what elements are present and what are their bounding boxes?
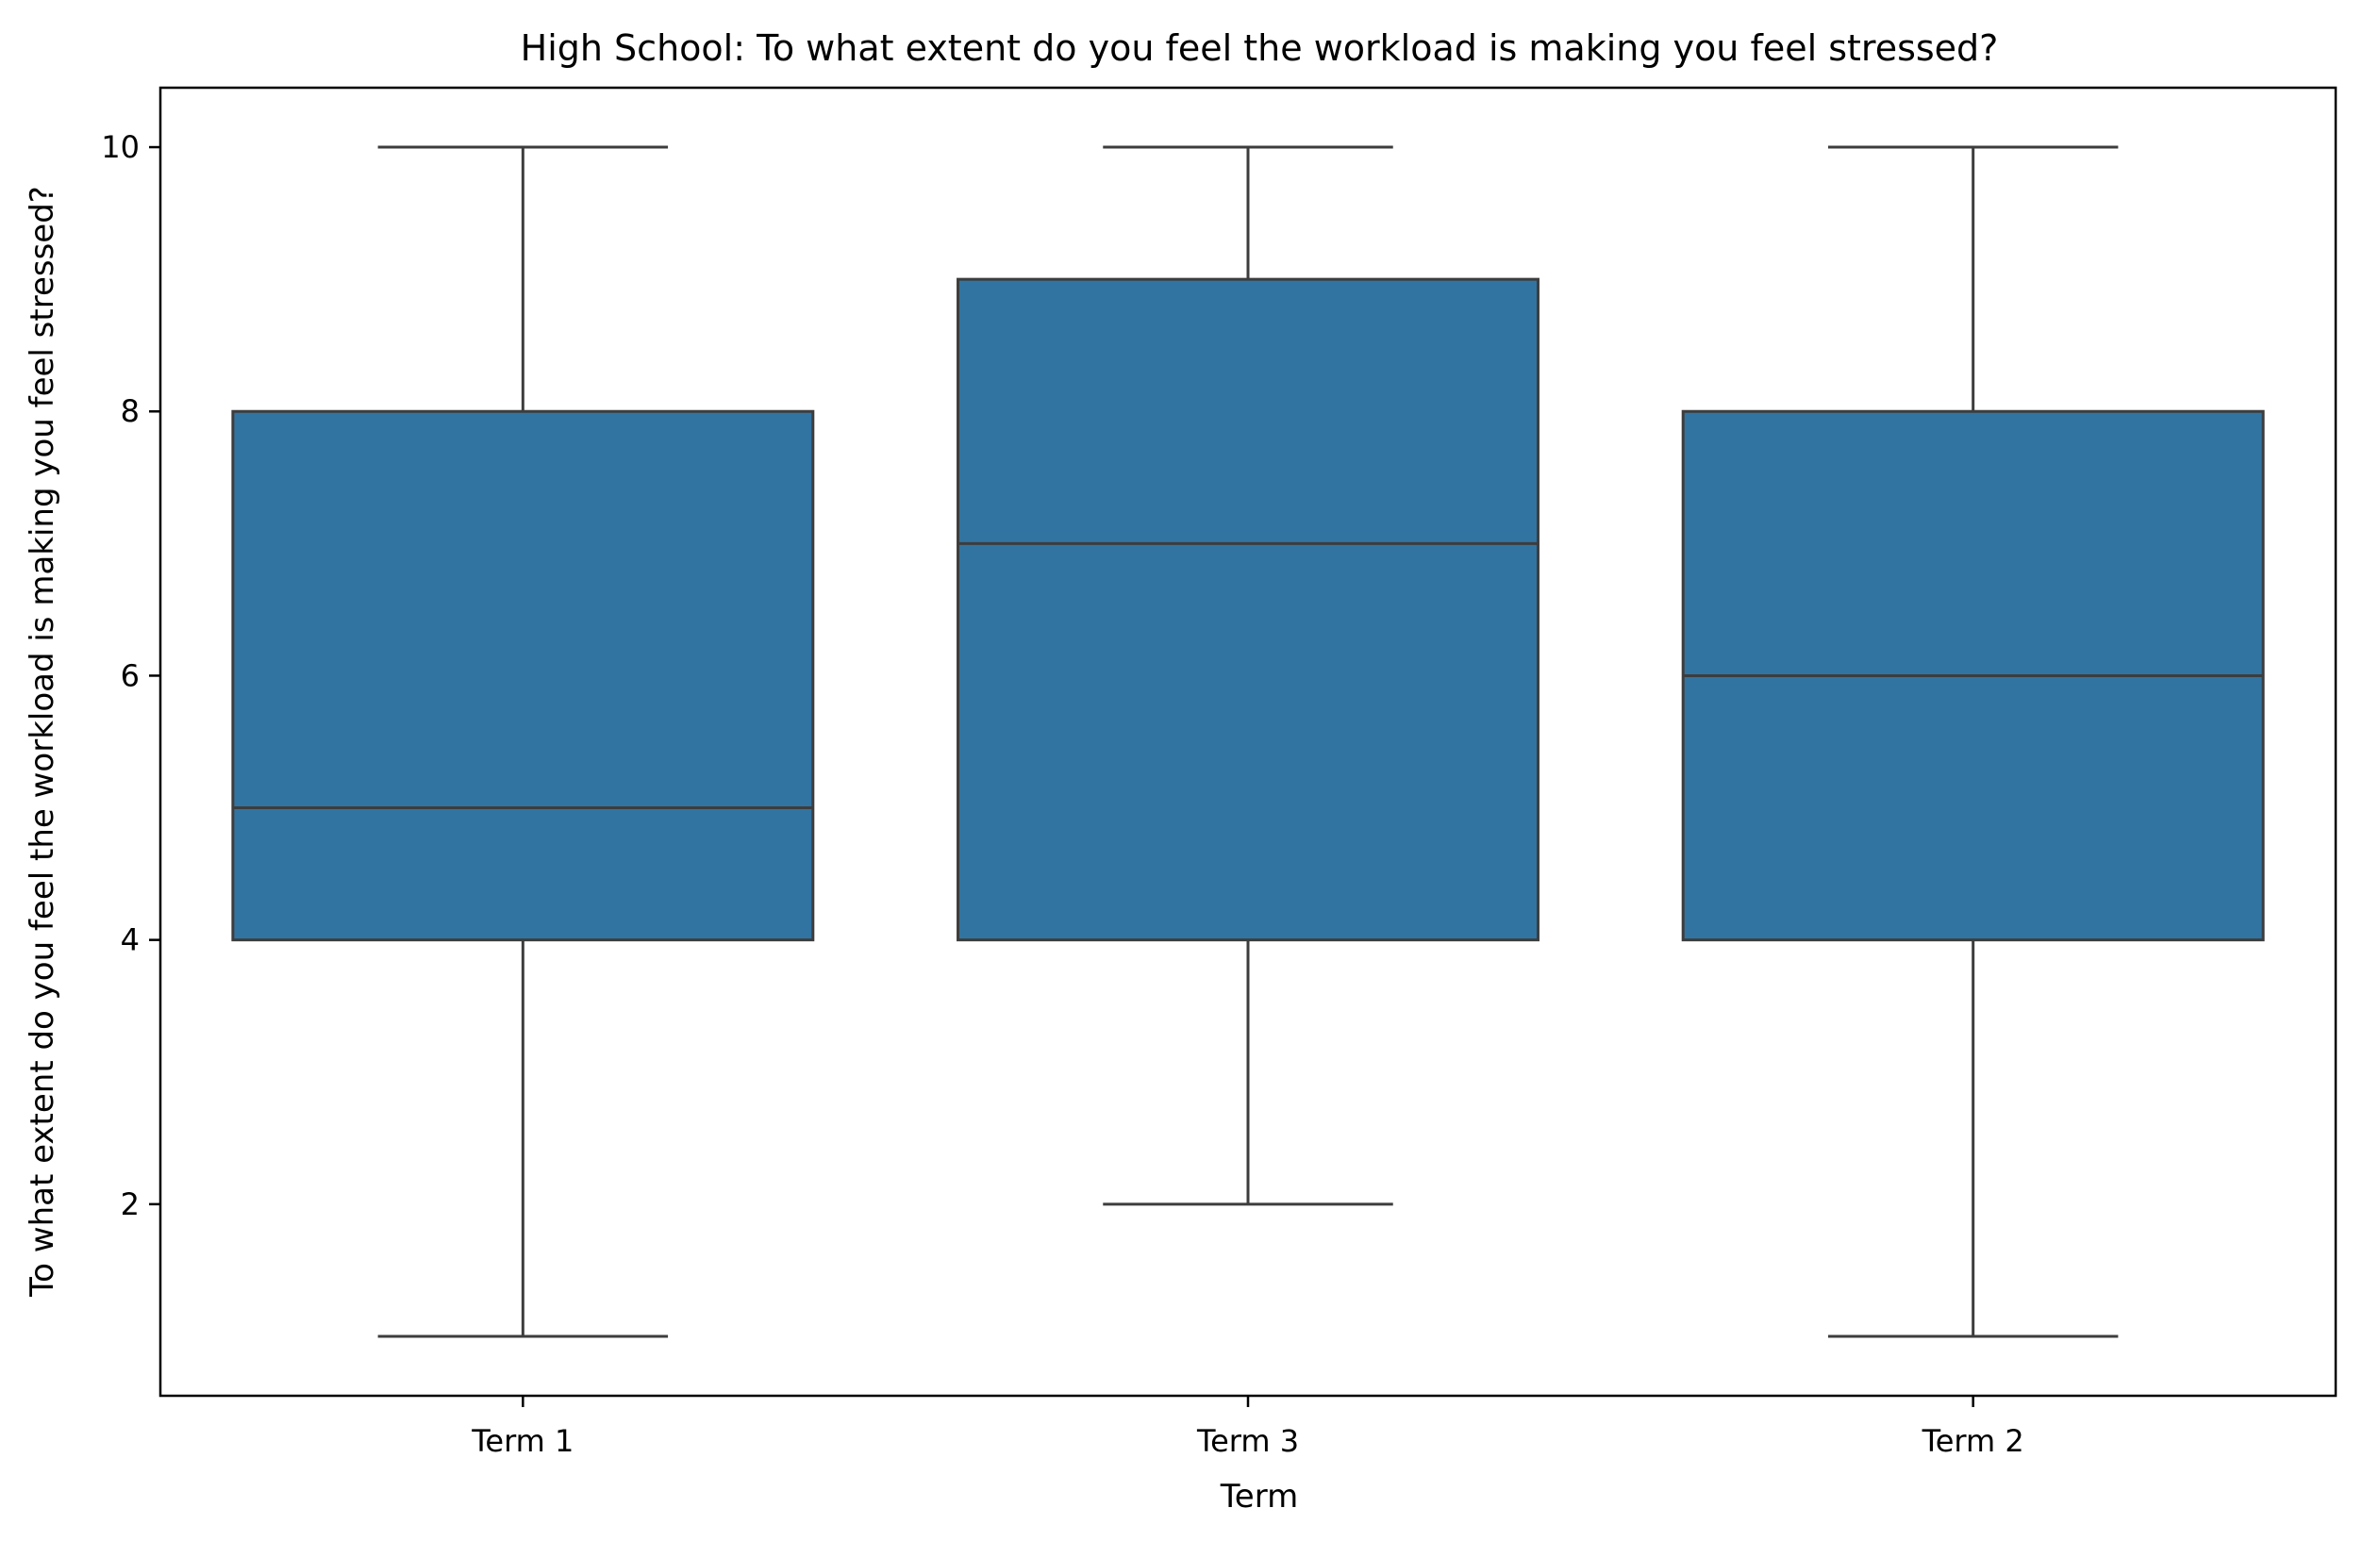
x-tick-label: Term 1 <box>471 1423 574 1459</box>
chart-title: High School: To what extent do you feel … <box>521 27 1999 69</box>
x-tick-label: Term 3 <box>1196 1423 1299 1459</box>
y-tick-label: 2 <box>121 1186 140 1222</box>
y-axis-ticks: 2 4 6 8 10 <box>101 129 160 1222</box>
box-iqr <box>231 409 815 942</box>
box-group <box>957 145 1540 1206</box>
x-tick-label: Term 2 <box>1922 1423 2024 1459</box>
plot-area <box>231 145 2265 1338</box>
x-axis-label: Term <box>1220 1478 1298 1516</box>
y-tick-label: 8 <box>121 393 140 429</box>
y-tick-label: 4 <box>121 922 140 958</box>
box-group <box>231 145 815 1338</box>
box-iqr <box>957 277 1540 942</box>
y-tick-label: 6 <box>121 657 140 693</box>
y-axis-label: To what extent do you feel the workload … <box>24 186 61 1298</box>
x-axis-ticks: Term 1 Term 3 Term 2 <box>471 1396 2024 1459</box>
box-group <box>1681 145 2265 1338</box>
y-tick-label: 10 <box>101 129 140 165</box>
